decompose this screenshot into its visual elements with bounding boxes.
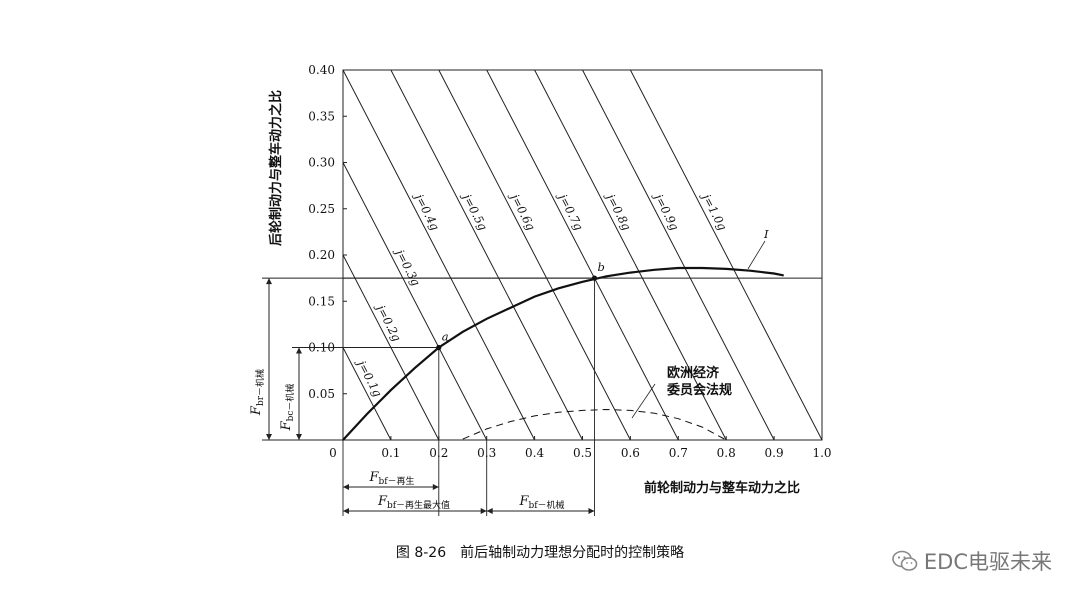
figure-caption: 图 8-26 前后轴制动力理想分配时的控制策略 [396,544,684,561]
ideal-distribution-curve-i [342,266,784,441]
y-tick-label: 0.40 [308,63,335,77]
curve-i-label: I [763,227,769,241]
dim-fbf-regen-max-head-end [480,508,487,514]
x-tick-label: 0.7 [669,446,688,460]
ece-leader [631,383,656,419]
dim-fbf-regen-max-label: Fbf－再生最大值 [377,494,450,511]
x-tick-label: 1.0 [812,446,831,460]
x-axis-label: 前轮制动力与整车动力之比 [644,480,800,496]
watermark-text: EDC电驱未来 [923,550,1052,574]
dim-fbf-mech-label: Fbf－机械 [518,494,564,511]
x-tick-label: 0.4 [525,446,544,460]
y-tick-label: 0.05 [308,387,335,401]
dim-fbf-mech-head-end [588,508,595,514]
dim-fbf-regen-head-end [432,484,439,490]
j-line [438,69,631,441]
dim-fbc-mech-head-end [296,434,302,440]
dim-fbr-mech-head-end [266,434,272,440]
point-label: a [442,330,449,344]
point-marker [436,344,442,351]
x-tick-label: 0 [329,446,337,460]
j-line [629,69,823,441]
j-line [390,69,583,441]
wechat-icon [892,550,918,571]
j-line [342,162,488,441]
j-line [534,69,727,441]
y-tick-label: 0.20 [308,248,335,262]
y-tick-label: 0.35 [308,109,335,123]
dim-fbf-regen-head-start [343,484,349,490]
dim-fbc-mech-head-start [296,347,302,354]
point-marker [591,275,598,281]
y-tick-label: 0.25 [308,202,335,216]
x-tick-label: 0.9 [765,446,784,460]
y-tick-label: 0.30 [308,156,335,170]
curve-i-leader [747,240,766,270]
dim-fbf-mech-head-start [486,508,493,514]
dim-fbf-regen-max-head-start [343,508,349,514]
dim-fbr-mech-label: Fbr－机械 [249,369,266,416]
dim-fbr-mech-head-start [266,278,272,285]
j-line [486,69,679,441]
x-tick-label: 0.1 [381,446,400,460]
x-tick-label: 0.6 [621,446,640,460]
dim-fbc-mech-label: Fbc－机械 [279,384,296,432]
j-line [342,347,392,441]
y-axis-label: 后轮制动力与整车动力之比 [268,90,284,246]
ece-label-line1: 欧洲经济 [667,365,720,381]
watermark: EDC电驱未来 [892,546,1052,576]
ece-label-line2: 委员会法规 [666,382,732,398]
point-label: b [597,260,604,274]
x-tick-label: 0.5 [573,446,592,460]
x-tick-label: 0.8 [717,446,736,460]
j-line [582,69,775,441]
dim-fbf-regen-label: Fbf－再生 [368,470,414,487]
y-tick-label: 0.15 [308,294,335,308]
j-line [342,69,536,441]
